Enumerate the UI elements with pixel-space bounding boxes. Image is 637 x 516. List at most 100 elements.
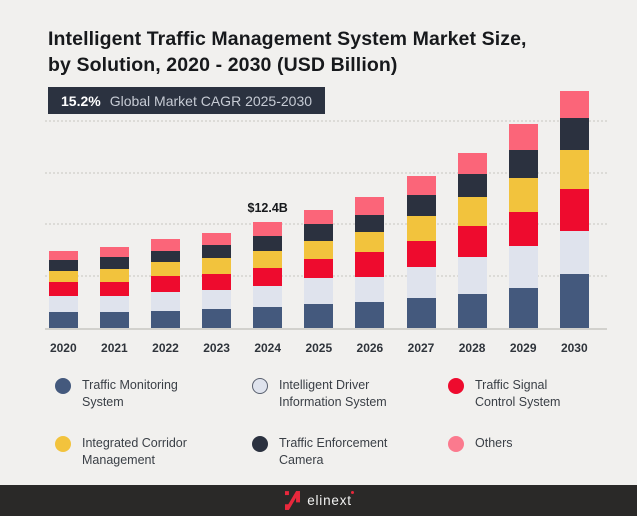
bar-segment xyxy=(151,292,180,311)
bar-2030 xyxy=(559,91,589,328)
bar-segment xyxy=(457,256,487,294)
bar-segment xyxy=(304,278,334,304)
legend-label: Traffic Enforcement Camera xyxy=(279,436,388,467)
bar-2025 xyxy=(304,209,334,328)
bar-segment xyxy=(355,251,385,277)
bar-segment xyxy=(151,310,180,328)
bar-segment xyxy=(406,215,436,241)
bar-segment xyxy=(48,311,78,328)
bar-segment xyxy=(559,91,589,119)
bar-segment xyxy=(508,178,538,213)
brand-accent-dot xyxy=(350,491,354,494)
legend-dot-icon xyxy=(55,378,71,394)
bar-segment xyxy=(457,196,487,226)
bar-segment xyxy=(202,290,232,310)
bar-segment xyxy=(48,296,78,312)
bar-segment xyxy=(406,240,436,268)
bar-segment xyxy=(508,245,538,288)
legend-item: Traffic Signal Control System xyxy=(448,377,600,411)
bar-segment xyxy=(48,259,78,271)
bar-segment xyxy=(253,235,283,251)
bar-segment xyxy=(253,286,283,308)
bar-segment xyxy=(202,309,232,328)
bar-segment xyxy=(304,304,334,328)
bar-segment xyxy=(202,244,232,258)
bar-segment xyxy=(559,189,589,232)
gridline-24 xyxy=(45,120,607,123)
bar-segment xyxy=(457,173,487,197)
bar-segment xyxy=(508,212,538,246)
bar-segment xyxy=(253,268,283,287)
legend-item: Integrated Corridor Management xyxy=(55,435,252,469)
bar-segment xyxy=(355,214,385,233)
legend-label: Traffic Signal Control System xyxy=(475,378,561,409)
legend-dot-icon xyxy=(252,436,268,452)
x-axis-label-2025: 2025 xyxy=(305,341,333,355)
bar-segment xyxy=(406,176,436,196)
bar-segment xyxy=(253,221,283,236)
page-title-line2: by Solution, 2020 - 2030 (USD Billion) xyxy=(48,54,398,76)
bar-segment xyxy=(304,240,334,259)
brand-name-text: elinext xyxy=(307,493,352,508)
bar-segment xyxy=(457,293,487,328)
x-axis-label-2024: 2024 xyxy=(254,341,282,355)
bar-segment xyxy=(304,224,334,241)
bar-segment xyxy=(48,270,78,282)
x-axis-label-2021: 2021 xyxy=(101,341,128,355)
x-axis-label-2020: 2020 xyxy=(49,341,77,355)
bar-2023 xyxy=(202,232,232,328)
bar-2020 xyxy=(48,250,78,328)
bar-segment xyxy=(151,275,180,293)
bar-segment xyxy=(559,149,589,190)
bar-segment xyxy=(48,250,78,260)
page-title-line1: Intelligent Traffic Management System Ma… xyxy=(48,28,527,50)
x-axis-label-2029: 2029 xyxy=(509,341,537,355)
bar-segment xyxy=(355,276,385,303)
brand-name: elinext xyxy=(307,491,354,508)
bar-segment xyxy=(99,311,129,328)
bar-segment xyxy=(304,258,334,279)
legend-label: Intelligent Driver Information System xyxy=(279,378,387,409)
bar-segment xyxy=(508,287,538,328)
bar-segment xyxy=(151,250,180,263)
bar-segment xyxy=(355,232,385,252)
bar-segment xyxy=(457,225,487,257)
legend-label: Integrated Corridor Management xyxy=(82,436,187,467)
bar-segment xyxy=(99,281,129,297)
bar-segment xyxy=(559,118,589,150)
bar-segment xyxy=(99,247,129,257)
bar-segment xyxy=(99,256,129,269)
legend-item: Traffic Enforcement Camera xyxy=(252,435,448,469)
elinext-logo-icon xyxy=(285,491,301,510)
legend: Traffic Monitoring System Intelligent Dri… xyxy=(55,377,600,469)
bar-2024 xyxy=(253,221,283,328)
bar-segment xyxy=(559,274,589,328)
x-axis-label-2026: 2026 xyxy=(356,341,384,355)
legend-dot-icon xyxy=(448,378,464,394)
legend-dot-icon xyxy=(448,436,464,452)
cagr-label: Global Market CAGR 2025-2030 xyxy=(109,92,313,109)
legend-dot-icon xyxy=(55,436,71,452)
bar-segment xyxy=(99,268,129,282)
bar-2029 xyxy=(508,124,538,328)
bar-segment xyxy=(355,302,385,328)
page-title: Intelligent Traffic Management System Ma… xyxy=(48,26,527,78)
gridline-18 xyxy=(45,171,607,174)
bar-segment xyxy=(253,307,283,328)
bar-segment xyxy=(406,298,436,328)
footer-bar: elinext xyxy=(0,485,637,516)
x-axis-label-2030: 2030 xyxy=(560,341,588,355)
legend-dot-icon xyxy=(252,378,268,394)
bar-segment xyxy=(406,195,436,216)
bar-segment xyxy=(151,238,180,251)
bar-segment xyxy=(253,250,283,269)
legend-item: Others xyxy=(448,435,600,469)
x-axis-label-2027: 2027 xyxy=(407,341,435,355)
bar-segment xyxy=(508,124,538,150)
bar-2021 xyxy=(99,247,129,328)
legend-label: Traffic Monitoring System xyxy=(82,378,178,409)
legend-item: Traffic Monitoring System xyxy=(55,377,252,411)
bar-segment xyxy=(457,153,487,174)
legend-item: Intelligent Driver Information System xyxy=(252,377,448,411)
